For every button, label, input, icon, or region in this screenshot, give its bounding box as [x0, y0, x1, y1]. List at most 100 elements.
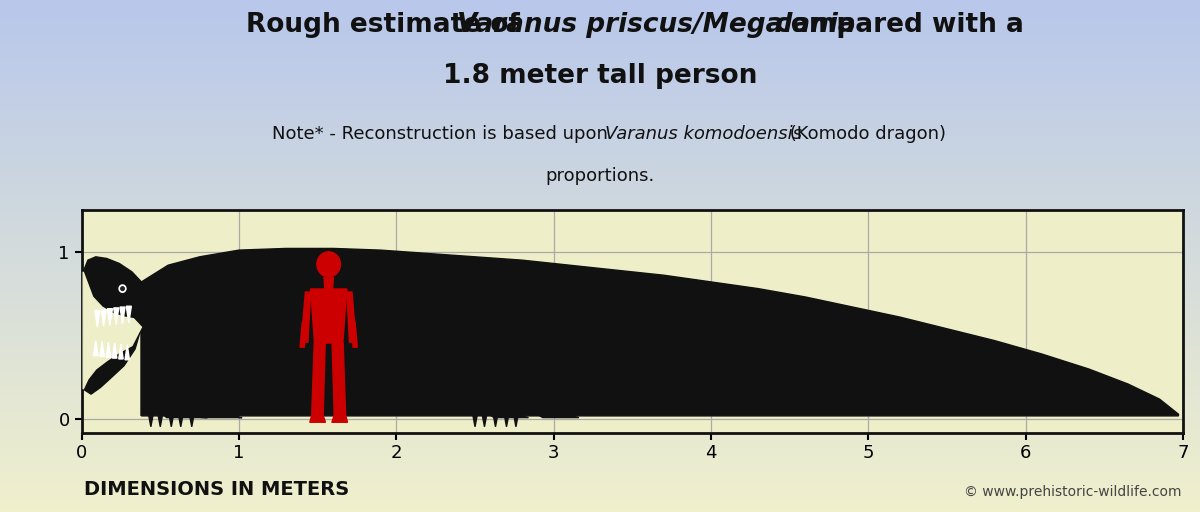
- Bar: [0, 41, 1200, 42]
- Polygon shape: [83, 272, 142, 389]
- Bar: [0, 429, 1200, 430]
- Bar: [0, 201, 1200, 203]
- Bar: [0, 367, 1200, 369]
- Text: Note* - Reconstruction is based upon: Note* - Reconstruction is based upon: [271, 125, 613, 143]
- Bar: [0, 270, 1200, 271]
- Bar: [0, 157, 1200, 159]
- Bar: [0, 229, 1200, 230]
- Bar: [0, 189, 1200, 191]
- Bar: [0, 140, 1200, 142]
- Polygon shape: [472, 352, 528, 418]
- Bar: [0, 73, 1200, 75]
- Bar: [0, 164, 1200, 165]
- Bar: [0, 357, 1200, 358]
- Polygon shape: [520, 352, 578, 418]
- Polygon shape: [125, 345, 130, 360]
- Bar: [0, 362, 1200, 364]
- Bar: [0, 83, 1200, 86]
- Bar: [0, 369, 1200, 370]
- Bar: [0, 70, 1200, 72]
- Polygon shape: [126, 306, 131, 323]
- Circle shape: [119, 285, 126, 292]
- Bar: [0, 440, 1200, 442]
- Bar: [0, 169, 1200, 170]
- Bar: [0, 147, 1200, 148]
- Polygon shape: [83, 257, 142, 416]
- Bar: [0, 34, 1200, 36]
- Bar: [0, 247, 1200, 249]
- Bar: [0, 461, 1200, 462]
- Bar: [0, 206, 1200, 208]
- Bar: [0, 324, 1200, 326]
- Text: 1.8 meter tall person: 1.8 meter tall person: [443, 62, 757, 89]
- Bar: [0, 174, 1200, 176]
- Bar: [0, 214, 1200, 215]
- Bar: [0, 287, 1200, 288]
- Polygon shape: [158, 415, 162, 427]
- Bar: [0, 91, 1200, 92]
- Bar: [0, 236, 1200, 237]
- Bar: [0, 360, 1200, 362]
- Polygon shape: [101, 310, 106, 326]
- Bar: [0, 498, 1200, 500]
- Bar: [0, 276, 1200, 278]
- Bar: [0, 19, 1200, 20]
- Bar: [0, 411, 1200, 413]
- Text: compared with a: compared with a: [766, 12, 1024, 38]
- Bar: [0, 485, 1200, 486]
- Bar: [0, 314, 1200, 316]
- Bar: [0, 143, 1200, 145]
- Bar: [0, 497, 1200, 498]
- Bar: [0, 401, 1200, 403]
- Bar: [0, 32, 1200, 34]
- Bar: [0, 173, 1200, 174]
- Bar: [0, 396, 1200, 398]
- Bar: [0, 241, 1200, 242]
- Bar: [0, 312, 1200, 314]
- Bar: [0, 31, 1200, 32]
- Bar: [0, 237, 1200, 239]
- Bar: [0, 389, 1200, 391]
- Bar: [0, 53, 1200, 55]
- Bar: [0, 292, 1200, 293]
- Bar: [0, 239, 1200, 241]
- Bar: [0, 133, 1200, 135]
- Bar: [0, 473, 1200, 475]
- Bar: [0, 9, 1200, 10]
- Polygon shape: [142, 248, 1178, 416]
- Bar: [0, 510, 1200, 512]
- Bar: [0, 298, 1200, 301]
- Bar: [0, 61, 1200, 63]
- Bar: [0, 42, 1200, 45]
- Bar: [0, 77, 1200, 78]
- Bar: [0, 246, 1200, 247]
- Bar: [0, 451, 1200, 452]
- Bar: [0, 195, 1200, 196]
- Bar: [0, 48, 1200, 50]
- Bar: [0, 65, 1200, 67]
- Bar: [0, 493, 1200, 495]
- Polygon shape: [169, 415, 174, 427]
- Bar: [0, 113, 1200, 114]
- Bar: [0, 306, 1200, 307]
- Bar: [0, 60, 1200, 61]
- Bar: [0, 502, 1200, 503]
- Bar: [0, 263, 1200, 265]
- Bar: [0, 154, 1200, 155]
- Text: © www.prehistoric-wildlife.com: © www.prehistoric-wildlife.com: [965, 485, 1182, 499]
- Bar: [0, 148, 1200, 150]
- Bar: [0, 301, 1200, 302]
- Bar: [0, 68, 1200, 70]
- Circle shape: [121, 287, 125, 290]
- Bar: [0, 343, 1200, 345]
- Polygon shape: [119, 344, 124, 359]
- Polygon shape: [100, 342, 104, 356]
- Bar: [0, 302, 1200, 304]
- Polygon shape: [148, 356, 208, 418]
- Bar: [0, 342, 1200, 343]
- Polygon shape: [347, 292, 356, 342]
- Bar: [0, 186, 1200, 188]
- Bar: [0, 142, 1200, 143]
- Bar: [0, 415, 1200, 416]
- Text: Rough estimate of: Rough estimate of: [246, 12, 529, 38]
